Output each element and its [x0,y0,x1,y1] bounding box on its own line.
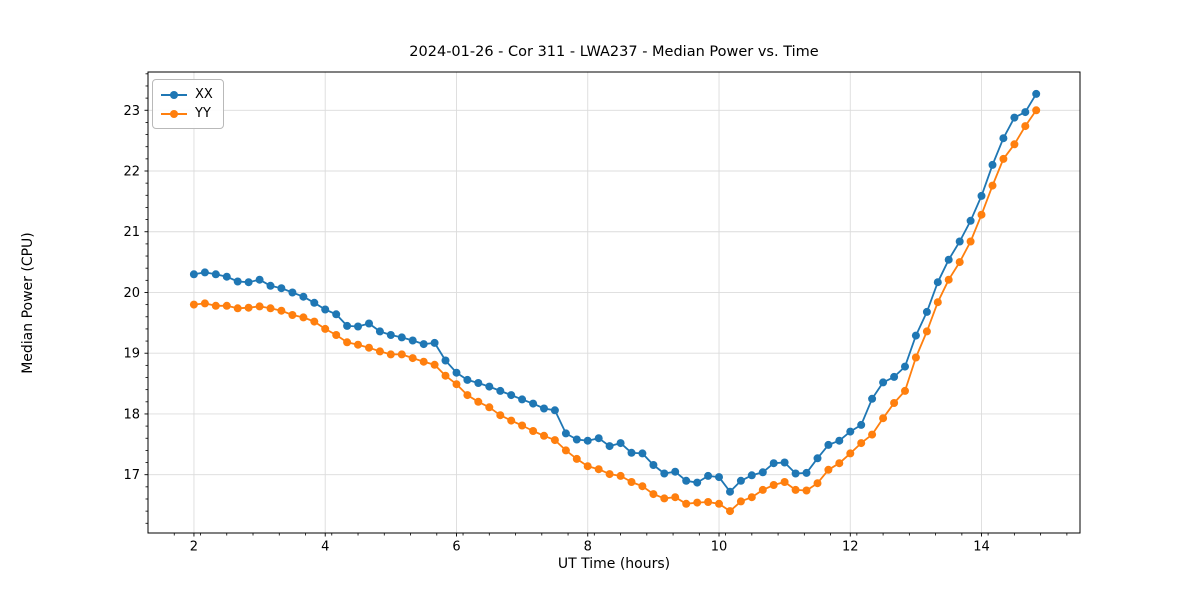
legend-item-xx: XX [161,85,213,104]
x-tick-label: 14 [973,540,990,555]
y-tick-label: 18 [123,407,140,422]
x-tick-label: 4 [321,540,329,555]
x-tick-label: 10 [711,540,728,555]
chart-title: 2024-01-26 - Cor 311 - LWA237 - Median P… [409,44,819,60]
series-YY-markers [189,106,1041,516]
series-XX-markers [189,89,1041,496]
y-tick-label: 23 [123,104,140,119]
x-tick-label: 12 [842,540,859,555]
y-axis-label: Median Power (CPU) [20,232,36,374]
y-tick-label: 21 [123,225,140,240]
x-tick-label: 6 [452,540,460,555]
legend-label-xx: XX [195,87,213,102]
minor-ticks [145,73,1068,536]
x-tick-label: 8 [584,540,592,555]
legend-label-yy: YY [195,106,211,121]
y-tick-label: 19 [123,347,140,362]
legend: XX YY [152,79,224,129]
x-axis-label: UT Time (hours) [557,556,671,572]
y-axis-ticks: 17 18 19 20 21 22 23 [123,104,148,483]
x-tick-label: 2 [190,540,198,555]
legend-line-sample-xx [161,90,187,99]
grid-lines [148,72,1080,533]
plot-border [147,71,1081,534]
legend-line-sample-yy [161,109,187,118]
series-YY-line [193,109,1037,513]
y-tick-label: 17 [123,468,140,483]
y-tick-label: 22 [123,165,140,180]
x-axis-ticks: 2 4 6 8 10 12 14 [190,533,990,555]
y-tick-label: 20 [123,286,140,301]
legend-item-yy: YY [161,104,213,123]
